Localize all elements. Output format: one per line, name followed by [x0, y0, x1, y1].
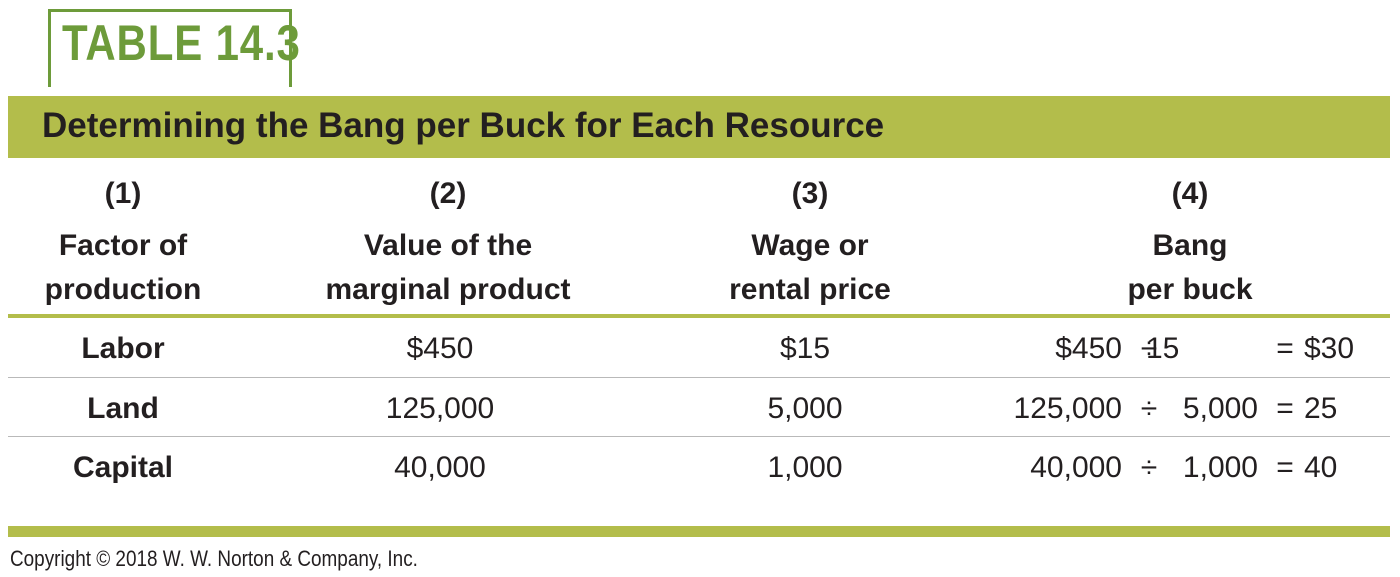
price-cell: 1,000	[767, 451, 843, 484]
divide-sign: ÷	[1140, 451, 1158, 484]
column-header-4: (4) Bang per buck	[1127, 177, 1253, 306]
column-header-3: (3) Wage or rental price	[729, 177, 891, 306]
table-label: TABLE 14.3	[62, 15, 301, 71]
column-header-1: (1) Factor of production	[44, 177, 202, 306]
vmp-cell: 40,000	[394, 451, 486, 484]
header-divider	[8, 314, 1390, 318]
calc-dividend: 40,000	[1030, 451, 1122, 484]
bottom-rule	[8, 526, 1390, 537]
equals-sign: =	[1276, 451, 1294, 484]
calc-divisor: 15	[1146, 332, 1180, 365]
title-bar: Determining the Bang per Buck for Each R…	[8, 96, 1390, 158]
price-cell: $15	[779, 332, 831, 365]
factor-cell: Labor	[81, 332, 165, 365]
divide-sign: ÷	[1140, 332, 1158, 365]
calc-divisor: 5,000	[1182, 392, 1258, 425]
factor-cell: Capital	[72, 451, 174, 484]
vmp-cell: 125,000	[385, 392, 495, 425]
calc-dividend: 125,000	[1013, 392, 1122, 425]
bang-per-buck-value: 25	[1304, 392, 1338, 425]
bang-per-buck-value: 40	[1304, 451, 1338, 484]
equals-sign: =	[1276, 392, 1294, 425]
column-header-2: (2) Value of the marginal product	[325, 177, 571, 306]
table-label-box	[48, 9, 292, 87]
calc-divisor: 1,000	[1182, 451, 1258, 484]
price-cell: 5,000	[767, 392, 843, 425]
copyright-notice: Copyright © 2018 W. W. Norton & Company,…	[10, 546, 418, 571]
calc-dividend: $450	[1055, 332, 1122, 365]
factor-cell: Land	[87, 392, 159, 425]
row-divider	[8, 436, 1390, 437]
divide-sign: ÷	[1140, 392, 1158, 425]
bang-per-buck-value: $30	[1304, 332, 1355, 365]
vmp-cell: $450	[406, 332, 474, 365]
table-title: Determining the Bang per Buck for Each R…	[42, 106, 885, 145]
row-divider	[8, 377, 1390, 378]
equals-sign: =	[1276, 332, 1294, 365]
